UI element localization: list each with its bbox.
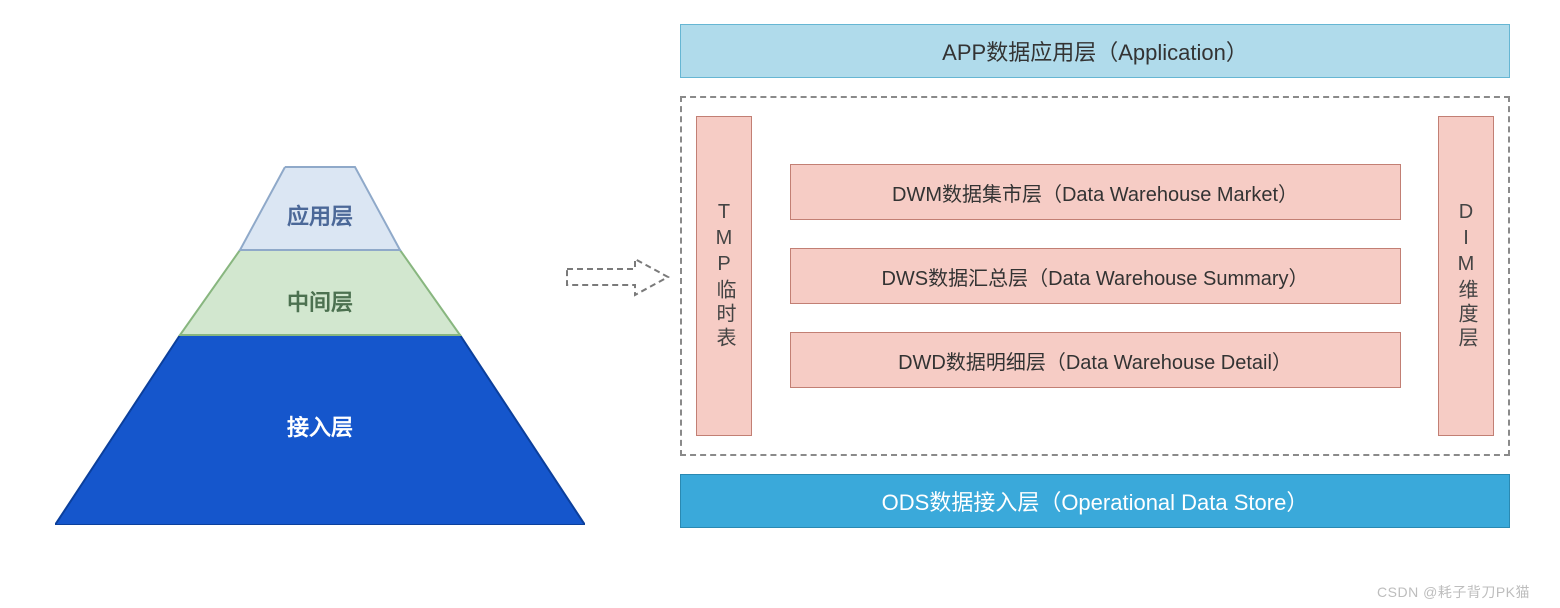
- dws-box: DWS数据汇总层（Data Warehouse Summary）: [790, 248, 1401, 304]
- dwm-box: DWM数据集市层（Data Warehouse Market）: [790, 164, 1401, 220]
- right-column: APP数据应用层（Application） TMP临时表 DWM数据集市层（Da…: [680, 24, 1510, 528]
- middle-dashed-group: TMP临时表 DWM数据集市层（Data Warehouse Market） D…: [680, 96, 1510, 456]
- ods-layer-bar: ODS数据接入层（Operational Data Store）: [680, 474, 1510, 528]
- pyramid: 应用层 中间层 接入层: [55, 155, 585, 525]
- dw-stack: DWM数据集市层（Data Warehouse Market） DWS数据汇总层…: [770, 116, 1420, 436]
- pyramid-label-top: 应用层: [55, 199, 585, 231]
- dim-box-label: DIM维度层: [1452, 201, 1480, 351]
- watermark-text: CSDN @耗子背刀PK猫: [1377, 582, 1530, 602]
- pyramid-label-bottom: 接入层: [55, 410, 585, 442]
- dim-box: DIM维度层: [1438, 116, 1494, 436]
- arrow-icon: [565, 257, 670, 297]
- diagram-stage: 应用层 中间层 接入层 APP数据应用层（Application） TMP临时表…: [0, 0, 1560, 608]
- app-layer-bar: APP数据应用层（Application）: [680, 24, 1510, 78]
- pyramid-label-middle: 中间层: [55, 285, 585, 317]
- tmp-box-label: TMP临时表: [710, 201, 738, 351]
- dwd-box: DWD数据明细层（Data Warehouse Detail）: [790, 332, 1401, 388]
- tmp-box: TMP临时表: [696, 116, 752, 436]
